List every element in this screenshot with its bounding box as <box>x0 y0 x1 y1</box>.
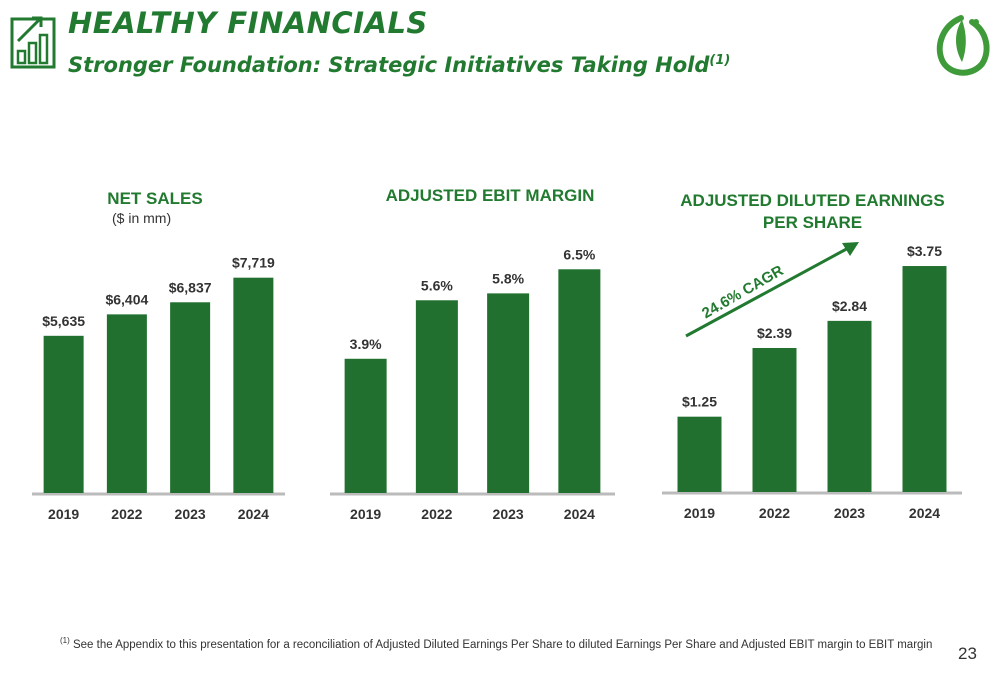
data-label-eps-2022: $2.39 <box>757 325 792 341</box>
leaf-logo-icon <box>936 15 990 76</box>
footnote-text: See the Appendix to this presentation fo… <box>72 638 933 651</box>
chart-title-eps: ADJUSTED DILUTED EARNINGS PER SHARE <box>680 191 945 232</box>
subtitle-footnote-mark: (1) <box>709 53 731 68</box>
page-subtitle: Stronger Foundation: Strategic Initiativ… <box>68 53 730 77</box>
chart-title-net-sales: NET SALES <box>107 189 203 208</box>
tick-label-eps-2024: 2024 <box>909 505 940 521</box>
data-label-net-sales-2023: $6,837 <box>169 279 212 295</box>
data-label-net-sales-2022: $6,404 <box>105 291 148 307</box>
page-title: HEALTHY FINANCIALS <box>68 6 428 40</box>
bar-net-sales-2023 <box>170 302 211 493</box>
tick-label-eps-2023: 2023 <box>834 505 865 521</box>
bar-chart-growth-icon <box>10 16 56 69</box>
tick-label-eps-2022: 2022 <box>759 505 790 521</box>
chart-title-ebit-margin: ADJUSTED EBIT MARGIN <box>385 186 595 205</box>
data-label-eps-2023: $2.84 <box>832 298 867 314</box>
cagr-arrowhead-icon <box>842 242 859 256</box>
bar-eps-2024 <box>902 266 947 492</box>
data-label-net-sales-2019: $5,635 <box>42 313 85 329</box>
footnote: (1) See the Appendix to this presentatio… <box>60 636 932 651</box>
tick-label-ebit-margin-2019: 2019 <box>350 506 381 522</box>
page-number: 23 <box>958 644 977 663</box>
tick-label-net-sales-2023: 2023 <box>175 506 206 522</box>
bar-eps-2023 <box>827 320 872 492</box>
cagr-annotation: 24.6% CAGR <box>699 262 786 322</box>
bar-eps-2019 <box>677 416 722 492</box>
tick-label-ebit-margin-2024: 2024 <box>564 506 595 522</box>
data-label-ebit-margin-2024: 6.5% <box>563 246 595 262</box>
bar-net-sales-2024 <box>233 277 274 493</box>
data-label-eps-2019: $1.25 <box>682 394 717 410</box>
footnote-mark: (1) <box>60 636 70 645</box>
bar-ebit-margin-2023 <box>487 293 530 493</box>
tick-label-ebit-margin-2023: 2023 <box>493 506 524 522</box>
tick-label-net-sales-2019: 2019 <box>48 506 79 522</box>
data-label-ebit-margin-2023: 5.8% <box>492 270 524 286</box>
tick-label-net-sales-2024: 2024 <box>238 506 269 522</box>
bar-net-sales-2019 <box>43 335 84 493</box>
cagr-arrow-line <box>685 244 853 338</box>
tick-label-net-sales-2022: 2022 <box>111 506 142 522</box>
bar-ebit-margin-2024 <box>558 269 601 493</box>
tick-label-ebit-margin-2022: 2022 <box>421 506 452 522</box>
bar-ebit-margin-2022 <box>415 300 458 493</box>
data-label-ebit-margin-2019: 3.9% <box>350 336 382 352</box>
data-label-eps-2024: $3.75 <box>907 243 942 259</box>
data-label-net-sales-2024: $7,719 <box>232 255 275 271</box>
data-label-ebit-margin-2022: 5.6% <box>421 277 453 293</box>
bar-net-sales-2022 <box>106 314 147 493</box>
bar-ebit-margin-2019 <box>344 358 387 493</box>
chart-subtitle-net-sales: ($ in mm) <box>112 210 172 226</box>
tick-label-eps-2019: 2019 <box>684 505 715 521</box>
bar-eps-2022 <box>752 347 797 492</box>
subtitle-text: Stronger Foundation: Strategic Initiativ… <box>68 53 710 77</box>
